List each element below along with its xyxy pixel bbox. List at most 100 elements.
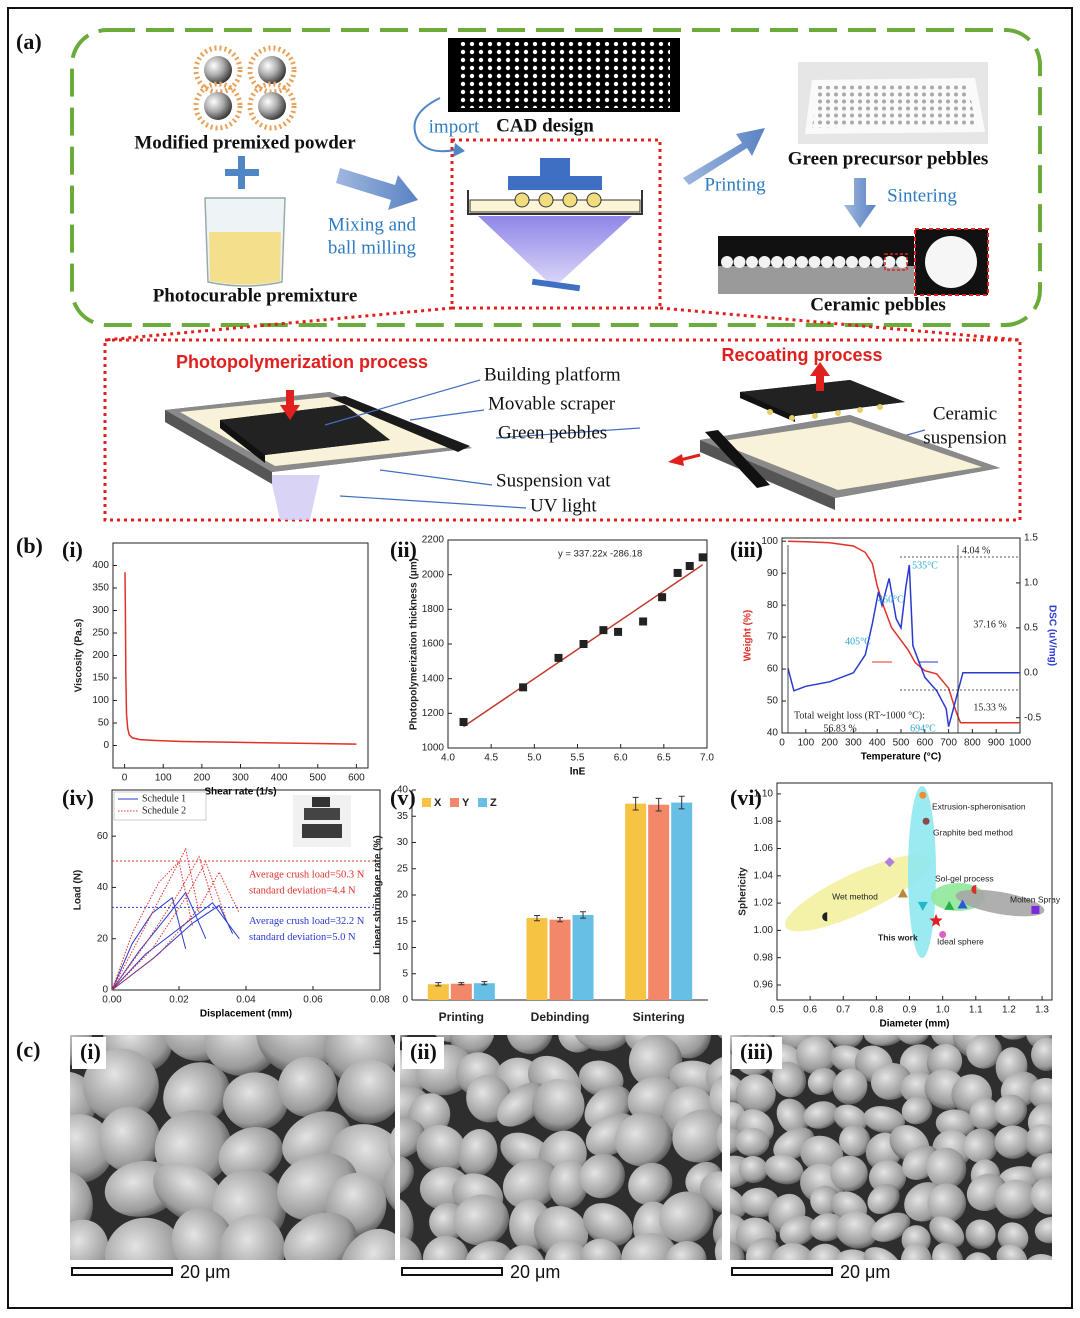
pebble	[846, 256, 858, 268]
grain	[965, 1219, 996, 1250]
y-axis-label: Weight (%)	[743, 610, 754, 661]
scale-label: 20 μm	[840, 1262, 890, 1282]
grain	[628, 1162, 673, 1205]
error-bar	[435, 982, 442, 987]
grain	[700, 1171, 722, 1215]
x-tick-label: 500	[893, 738, 910, 749]
annotation: 450°C	[878, 594, 904, 605]
error-bar	[533, 914, 540, 922]
arrow-head	[453, 143, 465, 157]
y-axis-label: Linear shrinkage rate (%)	[373, 835, 384, 954]
x-tick-label: 5.0	[527, 753, 541, 764]
y-tick-label: 250	[92, 628, 109, 639]
point	[929, 913, 943, 927]
y-tick-label: 350	[92, 583, 109, 594]
x-tick-label: 100	[797, 738, 814, 749]
y-tick-label: 20	[97, 933, 109, 944]
y-tick-label: 60	[97, 831, 109, 842]
region-label: Wet method	[832, 891, 878, 901]
point	[614, 627, 623, 636]
panel-label: (iv)	[62, 785, 94, 810]
x-tick-label: 1.1	[969, 1005, 983, 1016]
annotation: Total weight loss (RT~1000 °C):	[794, 710, 925, 721]
reference-label: Average crush load=50.3 N	[249, 869, 365, 880]
grain	[573, 1035, 631, 1052]
legend-swatch	[422, 798, 431, 807]
x-tick-label: 1.2	[1002, 1005, 1016, 1016]
grain	[993, 1094, 1028, 1127]
grain	[828, 1035, 864, 1049]
bar	[427, 984, 449, 1000]
grain	[99, 1280, 171, 1318]
x-tick-label: 0.6	[803, 1005, 817, 1016]
x-axis-label: Displacement (mm)	[200, 1009, 292, 1020]
x-tick-label: 800	[964, 738, 981, 749]
x-tick-label: 1.3	[1035, 1005, 1049, 1016]
grain	[867, 1183, 900, 1214]
annotation: 37.16 %	[973, 619, 1006, 630]
grain	[163, 1062, 230, 1126]
micrograph-label: (ii)	[410, 1039, 437, 1064]
grain	[171, 1207, 235, 1260]
arrow	[336, 168, 418, 210]
chart: 0 5 10 15 20 25 30 35 40 Linear shrinkage rate (%…	[373, 785, 708, 1024]
legend-label: Y	[462, 797, 470, 809]
connector	[659, 306, 1021, 342]
label-bg	[402, 1037, 444, 1069]
grain	[628, 1035, 683, 1089]
liquid	[209, 232, 281, 285]
region	[908, 786, 936, 958]
grain	[863, 1106, 905, 1134]
y-tick-label: 15	[397, 916, 409, 927]
x-tick-label: 6.5	[657, 753, 671, 764]
x-tick-label: Printing	[439, 1010, 484, 1024]
grain	[809, 1213, 845, 1242]
grain	[502, 1245, 546, 1260]
grain	[548, 1159, 588, 1209]
grain	[506, 1035, 554, 1054]
workflow-box	[70, 28, 1042, 327]
point-label: Ideal sphere	[937, 936, 984, 946]
annotation: 535°C	[912, 560, 938, 571]
bar	[549, 919, 571, 1000]
x-tick-label: 1000	[1009, 738, 1032, 749]
grain	[458, 1129, 498, 1177]
y-tick-label: 40	[97, 882, 109, 893]
point	[579, 640, 588, 648]
grain	[863, 1247, 902, 1260]
y-tick-label: 0	[102, 985, 108, 996]
point	[884, 857, 895, 868]
panel-label: (ii)	[390, 537, 417, 562]
grain	[532, 1078, 585, 1132]
grain	[400, 1155, 414, 1198]
y-tick-label: 300	[92, 605, 109, 616]
region	[785, 854, 931, 932]
grain	[400, 1035, 412, 1045]
grain	[612, 1273, 672, 1318]
x-tick-label: 300	[845, 738, 862, 749]
x-tick-label: 0.8	[869, 1005, 883, 1016]
grain	[614, 1112, 672, 1167]
scale-label: 20 μm	[510, 1262, 560, 1282]
bar	[450, 983, 472, 1000]
grain	[621, 1232, 678, 1260]
grain	[900, 1243, 933, 1260]
legend-label: Z	[490, 797, 497, 809]
cad-dots	[458, 42, 670, 108]
y-tick-label: 10	[397, 942, 409, 953]
label: Building platform	[484, 364, 621, 385]
x-tick-label: 900	[988, 738, 1005, 749]
pebble	[733, 256, 746, 268]
x-tick-label: 400	[869, 738, 886, 749]
y2-axis-label: DSC (uV/mg)	[1046, 605, 1057, 666]
y-tick-label: 40	[767, 728, 779, 739]
grain	[807, 1067, 838, 1096]
y-tick-label: 0.98	[754, 952, 774, 963]
region	[955, 889, 1045, 917]
micrograph	[730, 1035, 1052, 1260]
y-tick-label: 100	[92, 695, 109, 706]
point	[897, 888, 908, 898]
pebble	[871, 256, 883, 268]
point	[971, 884, 977, 894]
point	[917, 901, 928, 911]
